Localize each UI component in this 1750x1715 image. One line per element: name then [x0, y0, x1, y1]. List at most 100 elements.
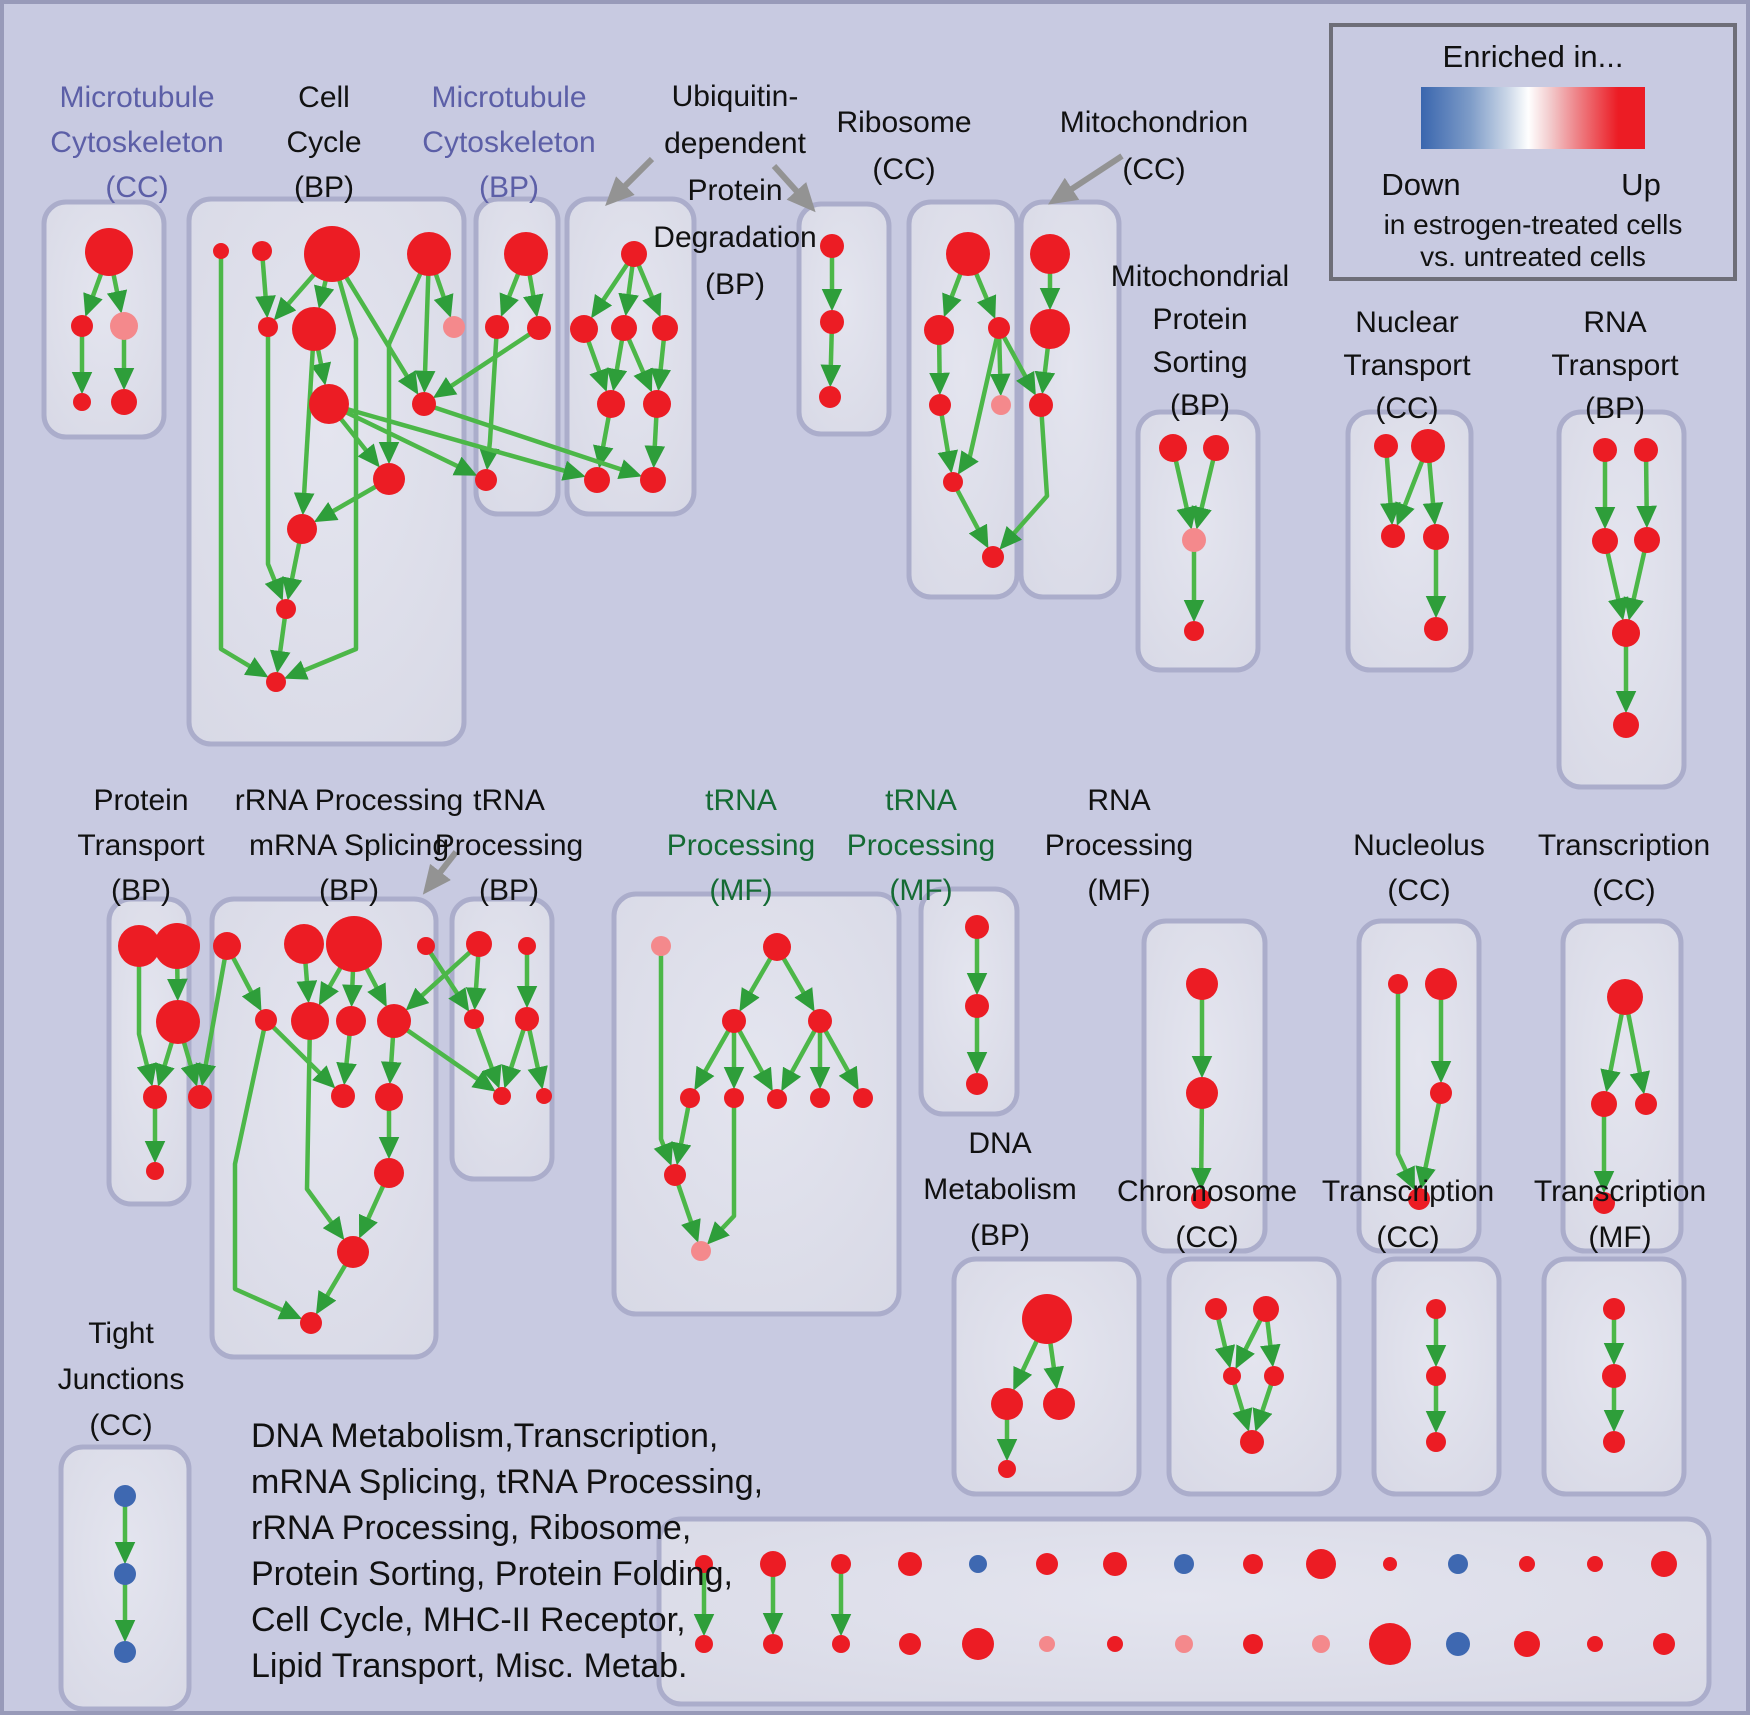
misc-categories-text-line: Protein Sorting, Protein Folding, — [251, 1555, 733, 1593]
go-term-node — [1587, 1556, 1603, 1572]
go-term-node — [258, 317, 278, 337]
go-term-node — [691, 1241, 711, 1261]
legend-gradient-bar — [1421, 87, 1645, 149]
go-term-node — [1306, 1549, 1336, 1579]
cluster-label-line: Cytoskeleton — [50, 125, 224, 159]
go-term-node — [292, 307, 336, 351]
cluster-label-line: Protein — [687, 173, 783, 207]
cluster-label-mitochondrion-cc: Mitochondrion (CC) — [1060, 99, 1248, 193]
cluster-label-line: Cell — [298, 80, 350, 114]
go-term-node — [597, 390, 625, 418]
go-term-node — [464, 1009, 484, 1029]
go-term-node — [515, 1007, 539, 1031]
go-term-node — [1635, 1093, 1657, 1115]
cluster-box-chromosome-cc — [1166, 1256, 1342, 1497]
go-term-node — [680, 1088, 700, 1108]
go-term-node — [998, 1460, 1016, 1478]
go-term-node — [820, 310, 844, 334]
go-term-node — [1174, 1554, 1194, 1574]
cluster-label-line: (BP) — [969, 1219, 1030, 1252]
go-term-node — [969, 1555, 987, 1573]
cluster-label-line: (CC) — [1592, 873, 1656, 907]
cluster-label-tight-junctions-cc: Tight Junctions (CC) — [58, 1311, 185, 1449]
go-term-node — [722, 1009, 746, 1033]
cluster-label-line: (BP) — [1169, 388, 1230, 422]
go-term-node — [1519, 1556, 1535, 1572]
go-term-node — [991, 395, 1011, 415]
go-term-node — [1634, 527, 1660, 553]
go-term-node — [1381, 524, 1405, 548]
cluster-label-line: Transport — [77, 828, 205, 862]
go-term-node — [611, 315, 637, 341]
cluster-label-nucleolus-cc: Nucleolus (CC) — [1353, 823, 1485, 913]
go-term-node — [1182, 528, 1206, 552]
go-term-node — [518, 937, 536, 955]
go-term-node — [1388, 974, 1408, 994]
cluster-label-line: Cytoskeleton — [422, 125, 596, 159]
go-term-node — [1369, 1623, 1411, 1665]
go-term-node — [1240, 1430, 1264, 1454]
cluster-label-line: (CC) — [1175, 1221, 1239, 1254]
go-term-node — [114, 1485, 136, 1507]
go-term-node — [1603, 1431, 1625, 1453]
go-term-node — [810, 1088, 830, 1108]
cluster-label-line: Cycle — [286, 125, 362, 159]
cluster-label-line: (CC) — [872, 152, 936, 186]
enrichment-edge — [1415, 1092, 1444, 1190]
go-term-node — [1592, 528, 1618, 554]
go-term-node — [651, 936, 671, 956]
go-term-node — [767, 1089, 787, 1109]
go-term-node — [412, 392, 436, 416]
go-term-node — [1426, 1432, 1446, 1452]
cluster-label-line: Protein — [1152, 302, 1248, 336]
go-term-node — [527, 316, 551, 340]
label-pointer-arrow — [1047, 153, 1124, 205]
cluster-label-trna-processing-mf-1: tRNA Processing (MF) — [667, 778, 815, 913]
cluster-label-line: tRNA — [885, 783, 957, 817]
go-term-node — [1593, 438, 1617, 462]
go-term-node — [1030, 234, 1070, 274]
enrichment-edge — [432, 326, 541, 399]
enrichment-edge — [328, 401, 478, 476]
go-term-node — [1423, 524, 1449, 550]
go-term-node — [982, 546, 1004, 568]
go-term-node — [377, 1004, 411, 1038]
cluster-label-line: (MF) — [889, 873, 953, 907]
cluster-label-chromosome-cc: Chromosome (CC) — [1117, 1169, 1297, 1261]
go-term-node — [831, 1554, 851, 1574]
go-term-node — [85, 228, 133, 276]
cluster-label-trna-processing-mf-2: tRNA Processing (MF) — [847, 778, 995, 913]
go-term-node — [965, 915, 989, 939]
go-term-node — [504, 232, 548, 276]
enrichment-edge — [255, 250, 276, 319]
enrichment-edge — [951, 480, 989, 549]
go-term-node — [1383, 1557, 1397, 1571]
go-term-node — [943, 472, 963, 492]
cluster-label-line: Processing — [846, 828, 996, 862]
go-term-node — [336, 1006, 366, 1036]
cluster-label-line: dependent — [664, 126, 806, 160]
go-term-node — [966, 1073, 988, 1095]
go-term-node — [309, 384, 349, 424]
go-term-node — [1593, 1192, 1615, 1214]
cluster-label-line: Nuclear — [1355, 305, 1459, 339]
cluster-label-line: (CC) — [89, 1409, 153, 1442]
go-term-node — [373, 463, 405, 495]
go-term-node — [643, 390, 671, 418]
go-term-node — [570, 315, 598, 343]
go-term-node — [266, 672, 286, 692]
cluster-label-protein-transport-bp: Protein Transport (BP) — [77, 778, 204, 913]
cluster-label-line: Transcription — [1533, 1175, 1707, 1208]
cluster-label-line: (MF) — [1087, 873, 1151, 907]
cluster-box-transcription-cc-row2 — [1560, 918, 1684, 1254]
cluster-label-rrna-processing-mrna-splicing-bp: rRNA Processing mRNA Splicing (BP) — [235, 778, 463, 913]
cluster-label-line: (BP) — [110, 873, 171, 907]
enrichment-edge — [1395, 984, 1415, 1191]
cluster-label-dna-metabolism-bp: DNA Metabolism (BP) — [923, 1121, 1076, 1259]
cluster-label-line: (CC) — [1376, 1221, 1440, 1254]
go-term-node — [1186, 1077, 1218, 1109]
cluster-label-line: (CC) — [1387, 873, 1451, 907]
go-term-node — [284, 924, 324, 964]
go-term-node — [493, 1087, 511, 1105]
go-term-node — [1186, 968, 1218, 1000]
